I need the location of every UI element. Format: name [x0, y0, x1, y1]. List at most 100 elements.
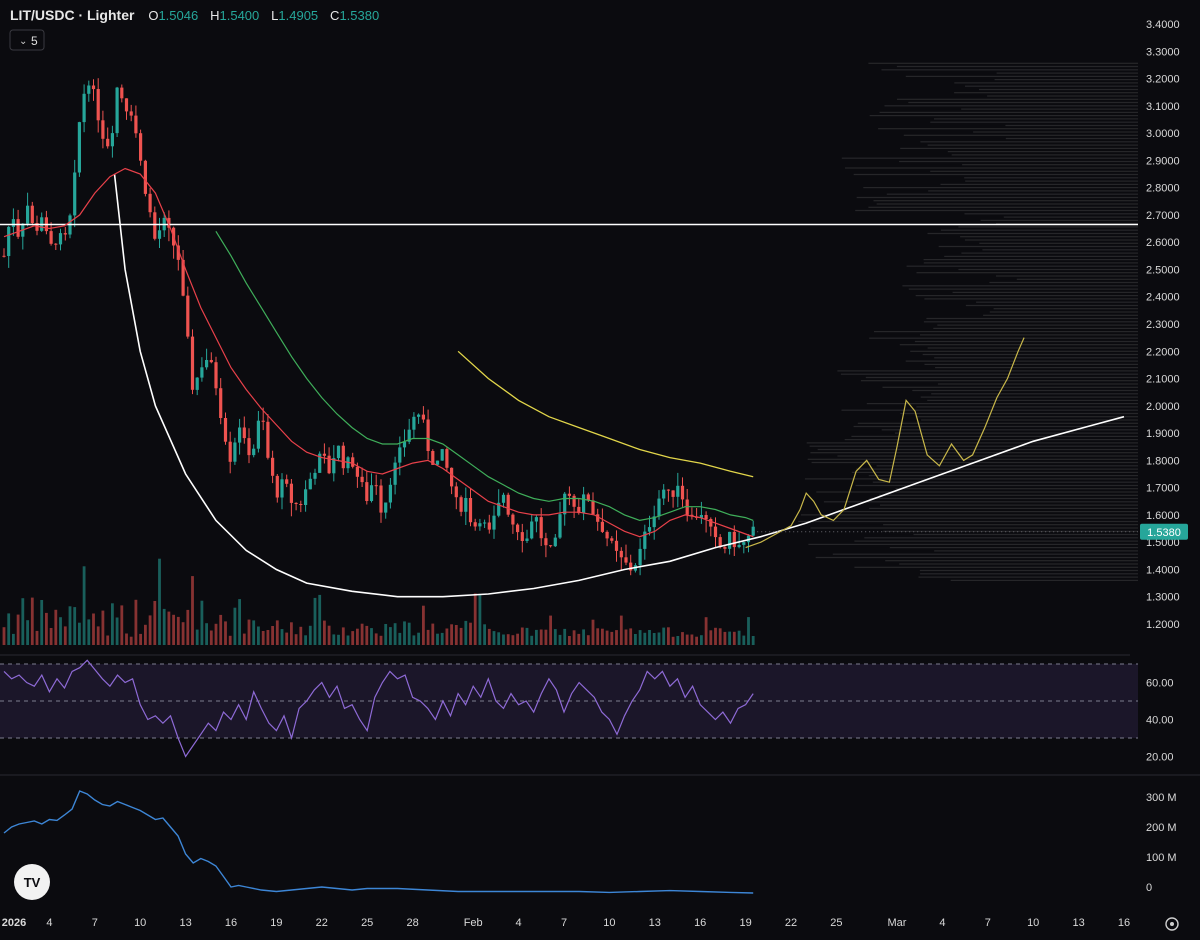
gear-icon[interactable] — [1165, 917, 1179, 931]
volume-bar — [478, 595, 482, 645]
volume-bar — [266, 630, 270, 645]
legend-title: LIT/USDC · Lighter O1.5046 H1.5400 L1.49… — [10, 7, 379, 23]
volume-profile-bar — [899, 344, 1138, 346]
volume-bar — [464, 620, 468, 645]
volume-profile-bar — [851, 471, 1138, 473]
logo-badge — [14, 864, 50, 900]
candle-body — [662, 489, 666, 499]
volume-profile-bar — [938, 245, 1138, 248]
rsi-tick-label: 40.00 — [1146, 715, 1174, 727]
volume-bar — [313, 597, 317, 645]
volume-bar — [535, 629, 538, 645]
bottom-indicator-axis[interactable]: 300 M 200 M 100 M 0 — [1146, 792, 1177, 894]
volume-bar — [690, 634, 694, 645]
volume-bar — [144, 624, 147, 645]
volume-profile-bar — [854, 566, 1138, 568]
volume-bar — [657, 632, 661, 645]
time-tick-label: 25 — [361, 917, 373, 929]
volume-bar — [134, 599, 138, 645]
volume-profile-bar — [950, 579, 1138, 581]
rounded-bottom-curve[interactable] — [113, 173, 1125, 598]
volume-profile-bar — [923, 259, 1138, 261]
volume-bar — [591, 619, 595, 645]
volume-profile-bar — [920, 334, 1138, 336]
ohlc-l-value: 1.4905 — [278, 8, 318, 23]
candle-body — [223, 418, 228, 442]
volume-bar — [181, 622, 185, 645]
volume-bar — [454, 625, 458, 645]
candle-body — [586, 494, 590, 501]
volume-bar — [422, 605, 425, 645]
volume-profile-bar — [905, 75, 1138, 77]
volume-profile-bar — [895, 488, 1138, 490]
ohlc-l-label: L — [271, 8, 278, 23]
candle-body — [520, 532, 524, 541]
symbol-title[interactable]: LIT/USDC · Lighter — [10, 7, 135, 23]
interval-toggle-box[interactable] — [9, 29, 45, 51]
candle-body — [143, 160, 147, 194]
volume-profile-bar — [869, 507, 1138, 509]
volume-bar — [332, 634, 336, 645]
volume-bar — [365, 625, 369, 645]
candle-body — [261, 420, 265, 422]
volume-bar — [7, 613, 11, 645]
volume-bar — [450, 624, 453, 645]
volume-profile-bar — [868, 62, 1138, 64]
volume-bar — [68, 606, 72, 645]
candle-body — [567, 493, 571, 496]
interval-toggle[interactable]: ⌄ 5 — [9, 29, 45, 51]
time-tick-label: 10 — [1027, 917, 1039, 929]
candle-body — [365, 482, 369, 501]
projection-path[interactable] — [745, 337, 1025, 549]
volume-bar — [629, 628, 633, 645]
volume-profile-bar — [804, 478, 1138, 480]
volume-profile-bar — [880, 504, 1138, 506]
candle-body — [478, 523, 482, 527]
candle-body — [638, 548, 642, 566]
price-axis[interactable]: 3.4000 3.3000 3.2000 3.1000 3.0000 2.9000 2.80… — [1146, 19, 1180, 631]
volume-bar — [209, 630, 213, 645]
volume-bar — [544, 629, 548, 645]
volume-profile-bar — [872, 481, 1138, 483]
time-tick-label: 19 — [270, 917, 282, 929]
volume-profile-bar — [874, 331, 1138, 333]
candle-body — [450, 467, 454, 487]
time-axis[interactable]: 2026 4 7 10 13 16 19 22 25 28 Feb 4 7 10 13 16 19 22 25 Mar… — [2, 917, 1130, 929]
bottom-indicator-line — [3, 790, 754, 894]
volume-profile-bar — [915, 416, 1138, 418]
volume-bar — [436, 633, 439, 645]
volume-bar — [106, 635, 110, 645]
volume-profile-bar — [873, 200, 1138, 202]
volume-bar — [662, 627, 666, 645]
price-tick-label: 1.5000 — [1146, 537, 1180, 549]
volume-profile-bar — [996, 275, 1138, 277]
volume-bar — [737, 630, 741, 645]
candle-body — [360, 476, 364, 483]
volume-profile-bar — [882, 386, 1138, 388]
candle-body — [351, 457, 355, 467]
candle-body — [200, 367, 204, 378]
volume-bar — [582, 629, 585, 645]
tradingview-logo[interactable]: TV — [14, 864, 50, 900]
volume-profile-bar — [1005, 137, 1138, 140]
volume-profile-bar — [1003, 216, 1138, 218]
candle-body — [313, 472, 317, 479]
time-tick-label: 25 — [830, 917, 842, 929]
volume-bar — [172, 614, 175, 645]
volume-profile-bar — [894, 432, 1138, 434]
volume-profile-bar — [920, 396, 1138, 398]
volume-profile-bar — [927, 399, 1138, 401]
candle-body — [186, 295, 190, 337]
rsi-axis[interactable]: 60.00 40.00 20.00 — [1146, 678, 1174, 764]
candle-body — [275, 475, 279, 498]
candle-body — [398, 447, 402, 463]
volume-bar — [30, 597, 34, 645]
volume-bar — [643, 632, 647, 645]
candle-body — [553, 537, 557, 547]
time-tick-label: 2026 — [2, 917, 26, 929]
candle-body — [190, 336, 195, 390]
price-tick-label: 1.8000 — [1146, 455, 1180, 467]
volume-bar — [176, 616, 180, 645]
volume-bar — [200, 600, 204, 645]
